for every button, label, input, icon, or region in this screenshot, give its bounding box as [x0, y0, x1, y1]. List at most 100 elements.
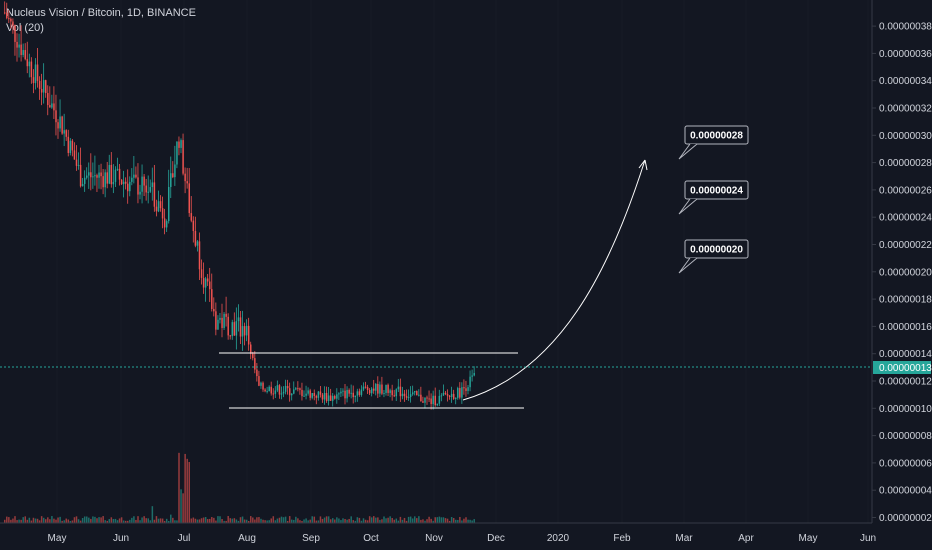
- projection-arrow[interactable]: [462, 159, 646, 401]
- candle-body: [227, 316, 229, 336]
- volume-bar: [81, 517, 84, 523]
- candle-body: [206, 278, 209, 282]
- volume-bar: [139, 520, 141, 523]
- candle-body: [434, 395, 436, 406]
- candle-body: [336, 394, 338, 399]
- candle-body: [422, 401, 424, 403]
- candle-body: [139, 191, 141, 195]
- candle-body: [370, 388, 373, 394]
- candle-body: [42, 80, 45, 93]
- x-tick-label: Dec: [487, 533, 505, 544]
- candle-body: [172, 173, 174, 178]
- volume-bar: [42, 517, 45, 523]
- candle-body: [184, 173, 186, 182]
- volume-bar: [305, 518, 307, 523]
- candle-body: [174, 164, 176, 178]
- volume-bar: [51, 516, 53, 523]
- candle-body: [213, 308, 215, 312]
- candle-body: [8, 18, 10, 20]
- price-callout-pointer: [678, 143, 698, 160]
- price-callout-box[interactable]: [684, 239, 749, 259]
- volume-bar: [106, 520, 108, 523]
- candle-body: [264, 389, 266, 392]
- volume-bar: [211, 517, 213, 523]
- candle-body: [366, 387, 369, 390]
- candle-body: [401, 393, 404, 397]
- volume-bar: [270, 518, 272, 523]
- volume-bar: [455, 519, 457, 523]
- candle-body: [284, 386, 287, 392]
- volume-bar: [450, 516, 453, 523]
- candle-body: [108, 164, 111, 184]
- candle-body: [407, 397, 410, 399]
- candle-body: [188, 183, 190, 214]
- candle-body: [100, 172, 102, 177]
- volume-bar: [182, 493, 184, 523]
- volume-bar: [96, 518, 98, 523]
- volume-bar: [149, 520, 152, 523]
- volume-bar: [348, 518, 350, 523]
- volume-bar: [342, 518, 344, 523]
- candle-body: [430, 398, 432, 405]
- volume-bar: [215, 520, 217, 523]
- volume-bar: [110, 517, 113, 523]
- x-tick-label: May: [799, 533, 818, 544]
- price-callout-label: 0.00000020: [690, 245, 743, 256]
- volume-bar: [153, 519, 156, 523]
- volume-bar: [245, 519, 248, 523]
- volume-bar: [397, 520, 400, 523]
- volume-bar: [186, 458, 188, 523]
- x-axis[interactable]: May Jun Jul Aug Sep Oct Nov Dec 2020 Feb Mar Apr May…: [0, 522, 876, 544]
- volume-bar: [239, 517, 242, 523]
- candle-body: [225, 313, 227, 317]
- volume-bar: [200, 518, 203, 523]
- volume-bar: [291, 519, 293, 523]
- volume-bar: [69, 520, 72, 523]
- volume-bar: [217, 516, 219, 523]
- volume-bar: [116, 520, 119, 523]
- volume-bar: [57, 517, 59, 523]
- candle-body: [147, 191, 149, 193]
- price-callouts[interactable]: 0.00000028 0.00000024 0.00000020: [678, 125, 749, 274]
- candle-body: [34, 64, 37, 84]
- candle-body: [256, 369, 258, 377]
- candle-body: [473, 373, 475, 376]
- candle-body: [319, 391, 322, 395]
- volume-bar: [411, 518, 414, 523]
- y-tick-label: 0.00000008: [879, 431, 932, 442]
- price-callout-box[interactable]: [684, 125, 749, 145]
- volume-bar: [198, 519, 201, 523]
- volume-bar: [122, 520, 125, 523]
- volume-bar: [170, 514, 172, 523]
- volume-bar: [159, 518, 162, 523]
- volume-bar: [12, 518, 14, 523]
- volume-bar: [448, 520, 451, 523]
- candle-body: [442, 392, 445, 396]
- y-tick-label: 0.00000020: [879, 267, 932, 278]
- volume-bar: [329, 519, 332, 523]
- volume-bar: [336, 517, 338, 523]
- last-price-tag: 0.00000013: [873, 361, 932, 374]
- volume-bar: [438, 516, 441, 523]
- volume-bar: [465, 517, 467, 523]
- volume-bar: [432, 520, 434, 523]
- candle-body: [450, 393, 453, 397]
- candle-body: [51, 103, 53, 108]
- y-axis[interactable]: 0.00000038 0.00000036 0.00000034 0.00000032…: [871, 0, 932, 524]
- candle-body: [209, 281, 211, 290]
- candle-body: [104, 172, 106, 188]
- y-tick-label: 0.00000014: [879, 349, 932, 360]
- symbol-title[interactable]: Nucleus Vision / Bitcoin, 1D, BINANCE: [6, 7, 196, 19]
- volume-bar: [90, 518, 92, 523]
- candle-body: [303, 395, 305, 397]
- volume-bar: [92, 516, 94, 523]
- x-tick-label: Jun: [860, 533, 876, 544]
- candle-body: [311, 393, 313, 398]
- candle-body: [377, 383, 379, 394]
- volume-bar: [428, 516, 430, 523]
- price-callout-box[interactable]: [684, 180, 749, 200]
- candle-body: [79, 164, 82, 187]
- candle-body: [14, 25, 16, 42]
- volume-bar: [422, 519, 424, 523]
